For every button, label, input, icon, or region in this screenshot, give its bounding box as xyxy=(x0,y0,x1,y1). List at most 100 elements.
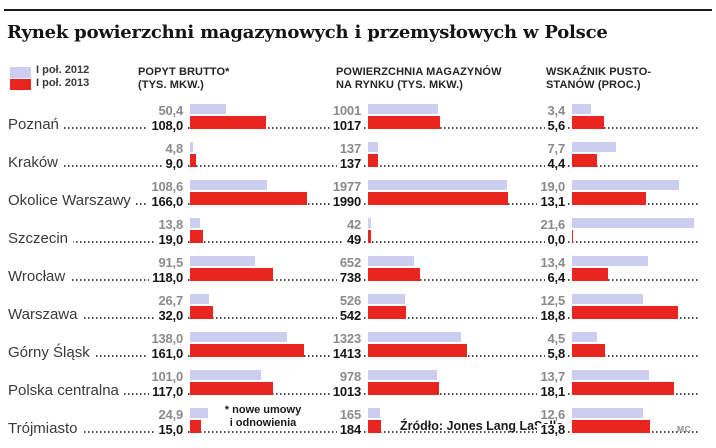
bar-2013 xyxy=(190,192,307,205)
bar-2012 xyxy=(190,370,262,380)
bar-2013 xyxy=(572,192,646,205)
bar-2013 xyxy=(572,154,597,167)
value-2013: 18,1 xyxy=(537,385,568,398)
city-label: Polska centralna xyxy=(8,383,124,398)
value-2012: 652 xyxy=(336,256,364,269)
value-2012: 21,6 xyxy=(537,218,568,231)
value-2013: 1413 xyxy=(329,347,364,360)
value-2013: 0,0 xyxy=(544,233,568,246)
bar-2012 xyxy=(368,104,439,114)
value-2012: 13,8 xyxy=(155,218,186,231)
value-2013: 117,0 xyxy=(149,385,186,398)
bar-2012 xyxy=(572,370,650,380)
top-rule xyxy=(4,9,712,11)
bar-2012 xyxy=(190,218,200,228)
bar-2012 xyxy=(368,408,380,418)
value-2012: 12,5 xyxy=(537,294,568,307)
bar-2013 xyxy=(190,116,267,129)
value-2012: 50,4 xyxy=(155,104,186,117)
bar-2012 xyxy=(572,332,598,342)
bar-2013 xyxy=(572,268,609,281)
bar-2013 xyxy=(190,230,204,243)
value-2013: 166,0 xyxy=(148,195,186,208)
value-2012: 3,4 xyxy=(544,104,568,117)
bar-2013 xyxy=(368,420,381,433)
bar-2012 xyxy=(572,218,694,228)
bar-2012 xyxy=(190,180,267,190)
value-2013: 108,0 xyxy=(148,119,186,132)
chart-row: Szczecin 13,8 19,0 42 49 21,6 0,0 xyxy=(0,215,716,246)
chart-row: Warszawa 26,7 32,0 526 542 12,5 18,8 xyxy=(0,291,716,322)
value-2012: 137 xyxy=(336,142,364,155)
page-title: Rynek powierzchni magazynowych i przemys… xyxy=(7,22,608,43)
chart-row: Górny Śląsk 138,0 161,0 1323 1413 4,5 5,8 xyxy=(0,329,716,360)
bar-2012 xyxy=(190,294,209,304)
value-2012: 91,5 xyxy=(155,256,186,269)
source-credit: Źródło: Jones Lang LaSalle xyxy=(400,419,564,433)
bar-2013 xyxy=(572,116,604,129)
value-2013: 18,8 xyxy=(537,309,568,322)
column-header-line: WSKAŹNIK PUSTO- xyxy=(546,66,652,78)
bar-2013 xyxy=(190,154,197,167)
bar-2012 xyxy=(368,256,414,266)
value-2012: 19,0 xyxy=(537,180,568,193)
value-2012: 1001 xyxy=(329,104,364,117)
value-2013: 32,0 xyxy=(155,309,186,322)
value-2012: 7,7 xyxy=(544,142,568,155)
bar-2013 xyxy=(190,382,273,395)
column-header-wskaznik: WSKAŹNIK PUSTO- STANÓW (PROC.) xyxy=(546,66,651,92)
bar-2012 xyxy=(572,256,648,266)
value-2012: 26,7 xyxy=(155,294,186,307)
column-header-popyt-brutto: POPYT BRUTTO* (TYS. MKW.) xyxy=(138,66,230,92)
bar-2013 xyxy=(190,268,274,281)
bar-2012 xyxy=(572,104,592,114)
legend-swatch-2012 xyxy=(10,67,31,78)
value-2012: 138,0 xyxy=(148,332,186,345)
value-2013: 13,8 xyxy=(537,423,568,436)
city-label: Okolice Warszawy xyxy=(8,193,136,208)
city-label: Trójmiasto xyxy=(8,421,83,436)
column-header-line: NA RYNKU (TYS. MKW.) xyxy=(336,79,464,91)
value-2013: 118,0 xyxy=(149,271,186,284)
footnote-line: i odnowienia xyxy=(229,417,297,429)
bar-2013 xyxy=(190,344,304,357)
legend-label-2013: I poł. 2013 xyxy=(36,77,90,89)
bar-2012 xyxy=(190,256,255,266)
bar-2012 xyxy=(368,332,462,342)
value-2013: 5,6 xyxy=(544,119,568,132)
value-2012: 1977 xyxy=(329,180,364,193)
value-2012: 165 xyxy=(336,408,364,421)
chart-row: Wrocław 91,5 118,0 652 738 13,4 6,4 xyxy=(0,253,716,284)
bar-2013 xyxy=(190,306,213,319)
bar-2013 xyxy=(190,420,201,433)
city-label: Górny Śląsk xyxy=(8,345,95,360)
value-2013: 15,0 xyxy=(155,423,186,436)
bar-2012 xyxy=(572,408,644,418)
value-2012: 42 xyxy=(343,218,364,231)
value-2012: 526 xyxy=(336,294,364,307)
value-2013: 137 xyxy=(336,157,364,170)
bar-2012 xyxy=(368,370,437,380)
bar-2013 xyxy=(368,382,440,395)
bar-2013 xyxy=(572,420,650,433)
value-2013: 13,1 xyxy=(537,195,568,208)
value-2012: 13,7 xyxy=(537,370,568,383)
value-2012: 12,6 xyxy=(537,408,568,421)
bar-2012 xyxy=(190,408,208,418)
value-2012: 24,9 xyxy=(155,408,186,421)
bar-2012 xyxy=(368,218,371,228)
value-2012: 978 xyxy=(336,370,364,383)
column-header-powierzchnia: POWIERZCHNIA MAGAZYNÓW NA RYNKU (TYS. MK… xyxy=(336,66,502,92)
value-2012: 108,6 xyxy=(148,180,186,193)
chart-row: Poznań 50,4 108,0 1001 1017 3,4 5,6 xyxy=(0,101,716,132)
bar-2013 xyxy=(368,268,420,281)
value-2013: 49 xyxy=(343,233,364,246)
column-header-line: STANÓW (PROC.) xyxy=(546,79,641,91)
value-2013: 184 xyxy=(336,423,364,436)
value-2013: 1013 xyxy=(329,385,364,398)
value-2013: 1990 xyxy=(329,195,364,208)
bar-2013 xyxy=(368,306,407,319)
value-2013: 9,0 xyxy=(162,157,186,170)
value-2013: 738 xyxy=(336,271,364,284)
bar-2013 xyxy=(368,192,508,205)
